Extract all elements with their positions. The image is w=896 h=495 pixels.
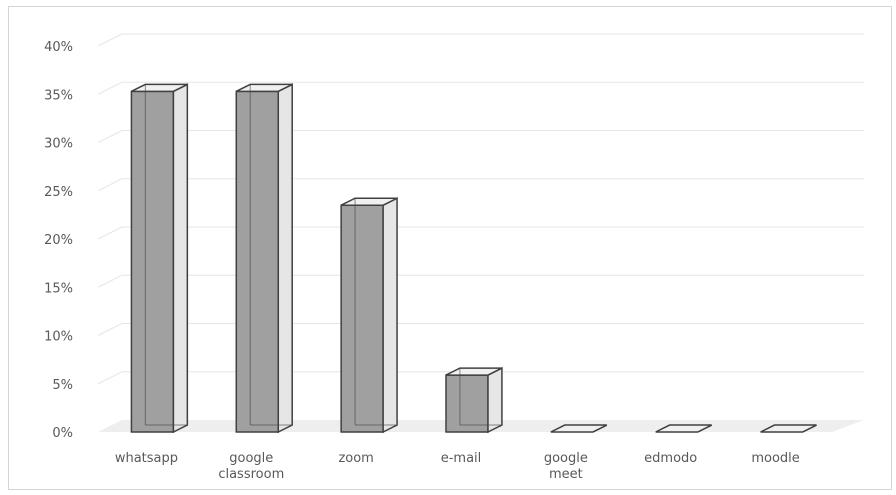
x-category-label: google meet bbox=[544, 451, 588, 482]
y-tick-label: 5% bbox=[52, 378, 73, 393]
bar-top bbox=[760, 424, 817, 433]
y-tick-label: 10% bbox=[44, 330, 73, 345]
bar-front bbox=[235, 90, 280, 433]
x-category-label: zoom bbox=[338, 451, 373, 466]
gridline-diagonal bbox=[97, 130, 123, 143]
gridline-diagonal bbox=[97, 371, 123, 385]
gridline-diagonal bbox=[97, 178, 123, 192]
x-category-label-line: google bbox=[229, 451, 273, 466]
gridline-diagonal bbox=[97, 226, 123, 240]
x-category-label-line: whatsapp bbox=[115, 451, 178, 466]
y-tick-label: 0% bbox=[52, 426, 73, 441]
x-category-label: whatsapp bbox=[115, 451, 178, 466]
x-category-label-line: edmodo bbox=[644, 451, 697, 466]
x-category-label: google classroom bbox=[218, 451, 284, 482]
x-category-label-line: classroom bbox=[218, 467, 284, 482]
y-tick-label: 40% bbox=[44, 40, 73, 55]
bar-side bbox=[487, 366, 503, 434]
y-tick-label: 30% bbox=[44, 137, 73, 152]
y-tick-label: 20% bbox=[44, 233, 73, 248]
x-category-label-line: google bbox=[544, 451, 588, 466]
gridline-diagonal bbox=[97, 81, 123, 95]
y-tick-label: 35% bbox=[44, 88, 73, 103]
x-category-label-line: meet bbox=[549, 467, 583, 482]
bar-top bbox=[655, 424, 712, 433]
x-category-label-line: moodle bbox=[751, 451, 799, 466]
bar-side bbox=[277, 83, 293, 434]
gridline-diagonal bbox=[97, 33, 123, 47]
x-category-label: e-mail bbox=[441, 451, 482, 466]
x-category-label: moodle bbox=[751, 451, 799, 466]
x-category-label: edmodo bbox=[644, 451, 697, 466]
bar-front bbox=[340, 204, 384, 433]
bar-side bbox=[172, 83, 189, 434]
gridline-diagonal bbox=[97, 274, 123, 288]
y-tick-label: 25% bbox=[44, 185, 73, 200]
bar-front bbox=[445, 374, 489, 433]
bar-top bbox=[550, 424, 608, 433]
x-category-label-line: e-mail bbox=[441, 451, 482, 466]
x-category-label-line: zoom bbox=[338, 451, 373, 466]
y-tick-label: 15% bbox=[44, 281, 73, 296]
bar-side bbox=[382, 197, 398, 434]
bar-front bbox=[130, 90, 175, 433]
gridline-diagonal bbox=[97, 323, 123, 336]
